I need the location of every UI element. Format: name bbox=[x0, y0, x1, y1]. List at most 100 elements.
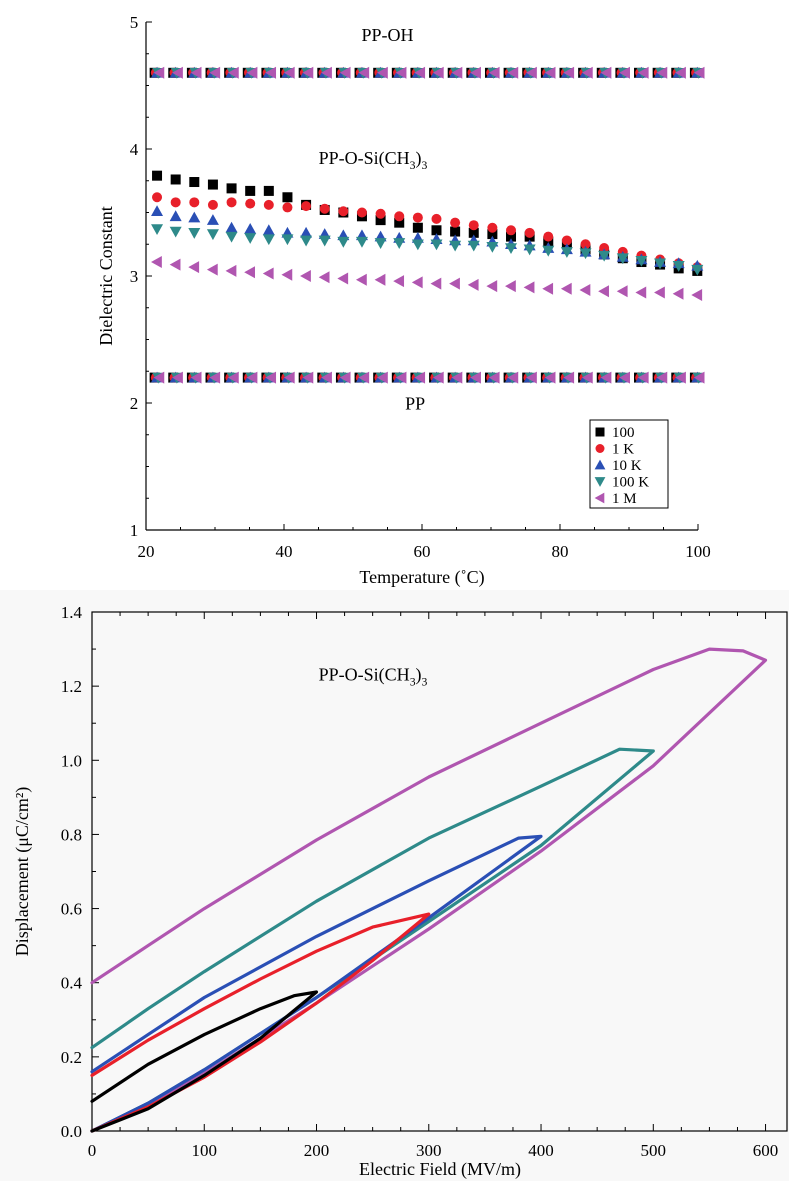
data-point bbox=[377, 66, 388, 79]
data-point bbox=[579, 283, 591, 296]
data-point bbox=[337, 236, 350, 248]
data-point bbox=[282, 192, 293, 203]
data-point bbox=[209, 66, 221, 79]
data-point bbox=[262, 267, 274, 280]
data-point bbox=[506, 231, 517, 242]
y-tick-label: 2 bbox=[130, 394, 139, 413]
data-point bbox=[563, 66, 575, 79]
data-point bbox=[411, 239, 424, 251]
data-point bbox=[151, 224, 164, 236]
x-tick-label: 0 bbox=[88, 1141, 97, 1160]
annotation-pp: PP bbox=[405, 393, 425, 413]
data-point bbox=[654, 286, 665, 299]
data-point bbox=[188, 211, 201, 223]
data-point bbox=[561, 235, 572, 246]
annotation-pp-o-si: PP-O-Si(CH3)3 bbox=[319, 665, 428, 689]
data-point bbox=[375, 215, 386, 226]
data-point bbox=[544, 66, 556, 79]
data-point bbox=[470, 66, 481, 79]
data-point bbox=[598, 285, 609, 298]
data-point bbox=[523, 244, 536, 256]
data-point bbox=[375, 208, 386, 219]
data-point bbox=[152, 170, 163, 181]
data-point bbox=[488, 371, 500, 384]
dielectric-constant-plot: 1 2 3 4 5 20 40 60 80 100 Temperature (˚C) Dielectr… bbox=[96, 13, 711, 588]
data-point bbox=[430, 239, 443, 251]
data-point bbox=[526, 66, 537, 79]
x-tick-label: 300 bbox=[416, 1141, 442, 1160]
data-point bbox=[487, 229, 498, 240]
data-point bbox=[339, 371, 351, 384]
data-point bbox=[412, 222, 423, 233]
y-axis-label: Displacement (μC/cm²) bbox=[12, 787, 33, 957]
y-tick-label: 1.4 bbox=[61, 603, 83, 622]
data-point bbox=[302, 66, 314, 79]
data-point bbox=[635, 255, 648, 267]
data-point bbox=[560, 247, 573, 258]
data-point bbox=[172, 66, 183, 79]
data-point bbox=[675, 371, 686, 384]
data-point bbox=[169, 210, 182, 222]
annotation-pp-o-si: PP-O-Si(CH3)3 bbox=[319, 148, 428, 172]
x-axis-label: Electric Field (MV/m) bbox=[359, 1159, 521, 1180]
data-point bbox=[449, 240, 462, 252]
data-point bbox=[507, 371, 519, 384]
data-point bbox=[542, 245, 555, 257]
data-point bbox=[598, 250, 611, 262]
data-point bbox=[153, 371, 165, 384]
y-tick-label: 0.6 bbox=[61, 900, 82, 919]
data-point bbox=[449, 277, 460, 290]
data-point bbox=[170, 174, 181, 185]
data-point bbox=[265, 66, 277, 79]
data-point bbox=[544, 371, 556, 384]
y-tick-label: 0.4 bbox=[61, 974, 83, 993]
data-point bbox=[207, 179, 218, 190]
legend-label: 100 K bbox=[612, 475, 649, 491]
data-point bbox=[543, 236, 554, 247]
data-point bbox=[635, 286, 647, 299]
data-point bbox=[672, 287, 684, 300]
data-point bbox=[283, 371, 295, 384]
data-point bbox=[579, 248, 592, 260]
data-point bbox=[691, 264, 704, 276]
data-point bbox=[300, 235, 313, 247]
data-point bbox=[244, 233, 257, 244]
data-point bbox=[169, 258, 181, 271]
data-point bbox=[246, 66, 258, 79]
data-point bbox=[153, 66, 165, 79]
data-point bbox=[487, 222, 498, 233]
data-point bbox=[395, 371, 407, 384]
data-point bbox=[467, 278, 479, 291]
data-point bbox=[560, 282, 572, 295]
data-point bbox=[581, 66, 593, 79]
data-point bbox=[616, 285, 628, 298]
data-point bbox=[190, 371, 202, 384]
data-point bbox=[414, 66, 426, 79]
data-point bbox=[543, 231, 554, 242]
hysteresis-loop bbox=[90, 747, 655, 1133]
data-point bbox=[691, 289, 703, 302]
data-point bbox=[637, 371, 649, 384]
y-tick-label: 3 bbox=[130, 267, 139, 286]
data-point bbox=[209, 371, 221, 384]
x-tick-label: 20 bbox=[138, 542, 155, 561]
data-point bbox=[506, 225, 517, 236]
data-point bbox=[225, 231, 238, 243]
data-point bbox=[581, 371, 593, 384]
data-point bbox=[450, 217, 461, 228]
data-point bbox=[619, 66, 630, 79]
displacement-chart: 0.0 0.2 0.4 0.6 0.8 1.0 1.2 1.4 0 100 200 300 400 500… bbox=[0, 590, 789, 1181]
data-point bbox=[470, 371, 481, 384]
data-point bbox=[468, 220, 479, 231]
y-tick-label: 5 bbox=[130, 13, 139, 32]
data-point bbox=[656, 66, 668, 79]
y-tick-label: 0.2 bbox=[61, 1048, 82, 1067]
data-point bbox=[170, 197, 181, 208]
data-point bbox=[486, 280, 498, 293]
y-tick-label: 0.8 bbox=[61, 825, 82, 844]
data-point bbox=[318, 235, 331, 247]
legend-label: 100 bbox=[612, 425, 635, 441]
dielectric-constant-chart: 1 2 3 4 5 20 40 60 80 100 Temperature (˚C) Dielectr… bbox=[0, 0, 789, 590]
data-point bbox=[337, 272, 349, 285]
data-point bbox=[486, 241, 499, 253]
